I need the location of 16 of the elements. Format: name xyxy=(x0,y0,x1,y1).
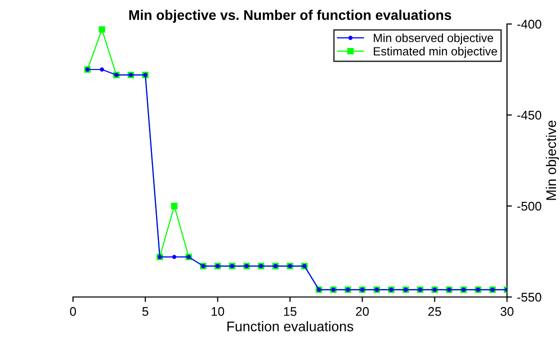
x-tick-label: 0 xyxy=(70,307,76,316)
x-tick-label: 25 xyxy=(428,307,442,316)
x-tick-label: 30 xyxy=(500,307,514,316)
x-tick-label: 15 xyxy=(284,307,296,316)
x-axis-title: Function evaluations xyxy=(227,321,354,332)
y-tick-label: -500 xyxy=(517,202,542,211)
x-tick-label: 5 xyxy=(142,307,148,316)
y-tick-label: -550 xyxy=(517,292,542,302)
legend-label: Min observed objective xyxy=(374,33,494,44)
y-tick-label: -400 xyxy=(517,20,542,29)
legend-label: Estimated min objective xyxy=(374,46,498,58)
x-tick-label: 20 xyxy=(356,307,369,316)
y-axis-title: Min objective xyxy=(546,120,559,200)
x-tick-label: 10 xyxy=(212,307,224,316)
y-tick-label: -450 xyxy=(517,110,542,120)
chart-title: Min objective vs. Number of function evaluations xyxy=(129,10,452,23)
